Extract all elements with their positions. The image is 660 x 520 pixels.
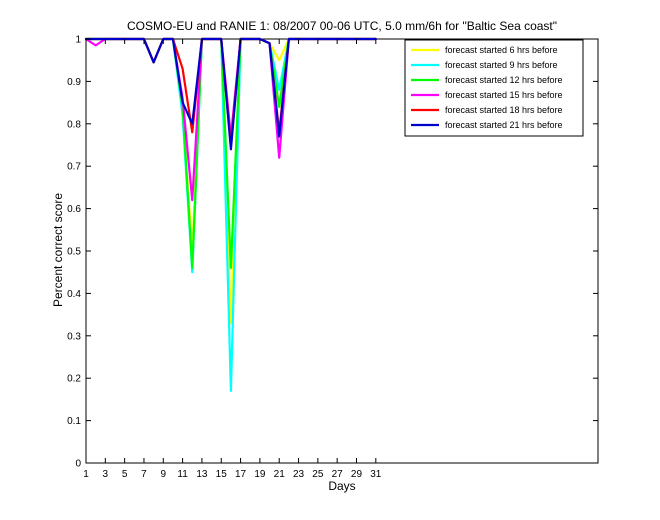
- chart-title: COSMO-EU and RANIE 1: 08/2007 00-06 UTC,…: [127, 19, 557, 33]
- y-tick-label: 0.3: [67, 331, 81, 342]
- x-tick-label: 11: [177, 469, 188, 480]
- legend-label-1: forecast started 6 hrs before: [445, 45, 558, 55]
- x-tick-label: 13: [196, 469, 208, 480]
- x-tick-label: 7: [141, 469, 147, 480]
- x-tick-label: 21: [274, 469, 286, 480]
- x-tick-label: 31: [370, 469, 382, 480]
- y-tick-label: 0.5: [67, 247, 81, 258]
- y-tick-label: 0.8: [67, 119, 81, 130]
- x-tick-label: 5: [122, 469, 128, 480]
- x-tick-label: 29: [351, 469, 363, 480]
- y-tick-label: 0.9: [67, 77, 81, 88]
- series-line-1: [84, 37, 377, 325]
- y-tick-label: 0.4: [67, 289, 81, 300]
- legend-box: [404, 39, 584, 137]
- legend: forecast started 6 hrs before forecast st…: [404, 39, 584, 137]
- series-line-2: [84, 37, 377, 393]
- x-tick-label: 25: [312, 469, 324, 480]
- y-tick-label: 0.6: [67, 204, 81, 215]
- x-tick-label: 17: [235, 469, 247, 480]
- y-tick-label: 1: [75, 35, 81, 46]
- legend-label-6: forecast started 21 hrs before: [445, 120, 563, 130]
- y-tick-label: 0.2: [67, 374, 81, 385]
- x-tick-label: 15: [216, 469, 228, 480]
- series-line-4: [84, 37, 377, 202]
- legend-label-3: forecast started 12 hrs before: [445, 75, 563, 85]
- legend-label-2: forecast started 9 hrs before: [445, 60, 558, 70]
- x-tick-label: 1: [83, 469, 89, 480]
- y-tick-label: 0.7: [67, 162, 81, 173]
- x-tick-label: 9: [161, 469, 167, 480]
- plot-area: 1 3 5 7 9 11 13 15 17 19 21 23 25 27 29 3100.10.20.30.4…: [67, 35, 599, 480]
- x-axis-label: Days: [328, 479, 355, 493]
- y-tick-label: 0: [75, 459, 81, 470]
- x-tick-label: 27: [332, 469, 344, 480]
- y-tick-label: 0.1: [67, 416, 81, 427]
- y-axis-label: Percent correct score: [51, 193, 65, 307]
- series-line-6: [84, 37, 377, 151]
- x-tick-label: 23: [293, 469, 305, 480]
- series-line-3: [84, 37, 377, 270]
- x-tick-label: 19: [254, 469, 266, 480]
- legend-label-5: forecast started 18 hrs before: [445, 105, 563, 115]
- legend-label-4: forecast started 15 hrs before: [445, 90, 563, 100]
- x-tick-label: 3: [103, 469, 109, 480]
